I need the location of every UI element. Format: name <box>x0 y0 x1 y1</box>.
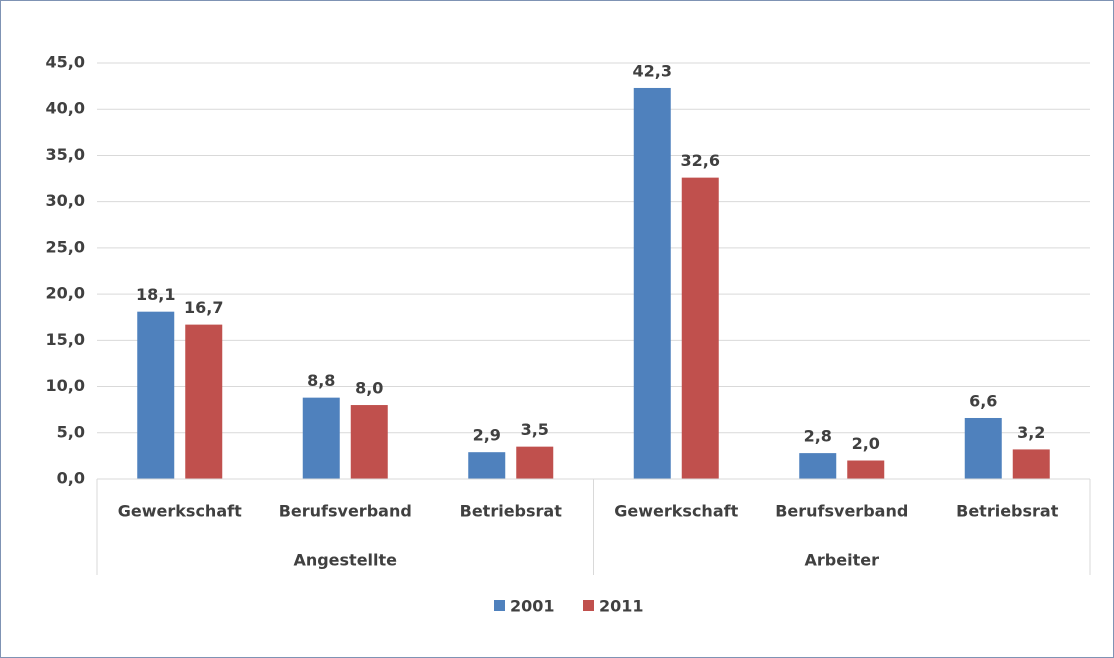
value-label: 42,3 <box>633 61 672 80</box>
y-tick-label: 10,0 <box>46 376 85 395</box>
x-tick-label: Betriebsrat <box>956 502 1059 521</box>
value-label: 18,1 <box>136 285 175 304</box>
value-label: 6,6 <box>969 391 997 410</box>
y-tick-label: 0,0 <box>57 469 85 488</box>
bar <box>185 324 223 479</box>
legend-swatch <box>494 600 505 611</box>
x-tick-label: Gewerkschaft <box>118 502 242 521</box>
bar <box>302 397 340 479</box>
bar <box>964 417 1002 479</box>
y-tick-label: 45,0 <box>46 53 85 72</box>
bar <box>137 311 175 479</box>
bar <box>350 405 388 479</box>
x-tick-label: Gewerkschaft <box>614 502 738 521</box>
bar <box>681 177 719 479</box>
bar <box>847 460 885 479</box>
y-tick-label: 35,0 <box>46 145 85 164</box>
value-label: 3,5 <box>521 420 549 439</box>
bar <box>1012 449 1050 479</box>
legend-swatch <box>583 600 594 611</box>
y-tick-label: 15,0 <box>46 330 85 349</box>
value-label: 8,0 <box>355 379 383 398</box>
x-tick-label: Betriebsrat <box>460 502 563 521</box>
y-tick-label: 30,0 <box>46 191 85 210</box>
bar <box>799 453 837 479</box>
bar <box>516 446 554 479</box>
value-label: 2,9 <box>473 426 501 445</box>
legend-label: 2011 <box>599 597 644 616</box>
value-label: 3,2 <box>1017 423 1045 442</box>
bar <box>468 452 506 479</box>
value-label: 2,0 <box>852 434 880 453</box>
value-label: 2,8 <box>804 427 832 446</box>
value-label: 16,7 <box>184 298 223 317</box>
y-tick-label: 5,0 <box>57 422 85 441</box>
group-label: Arbeiter <box>805 551 880 570</box>
x-tick-label: Berufsverband <box>279 502 412 521</box>
value-label: 8,8 <box>307 371 335 390</box>
legend-label: 2001 <box>510 597 555 616</box>
x-tick-label: Berufsverband <box>775 502 908 521</box>
group-label: Angestellte <box>293 551 397 570</box>
bar <box>633 87 671 480</box>
y-tick-label: 20,0 <box>46 284 85 303</box>
y-tick-label: 40,0 <box>46 99 85 118</box>
y-tick-label: 25,0 <box>46 237 85 256</box>
value-label: 32,6 <box>681 151 720 170</box>
